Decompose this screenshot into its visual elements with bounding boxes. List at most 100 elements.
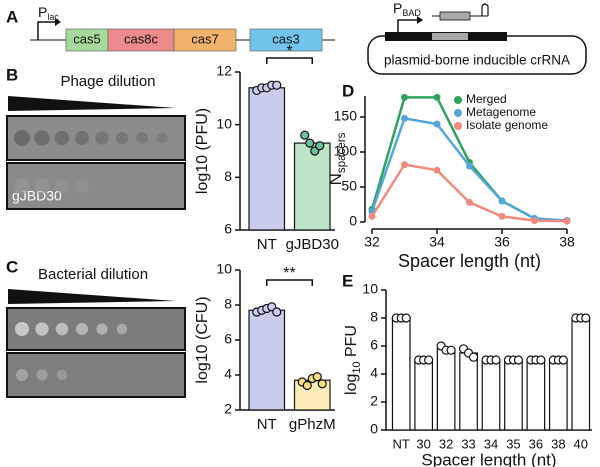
- y-tick-label: 10: [362, 281, 378, 297]
- arrow-head: [55, 18, 61, 26]
- gene-label: cas7: [191, 31, 218, 46]
- label-sub: 10: [351, 361, 363, 373]
- legend-label: Metagenome: [466, 105, 536, 119]
- y-tick-label: 6: [224, 221, 232, 237]
- plate-title: Bacterial dilution: [38, 266, 148, 283]
- x-tick-label: 40: [574, 436, 588, 451]
- promoter-main: P: [393, 0, 402, 16]
- data-point: [368, 212, 376, 220]
- y-tick-label: 8: [224, 296, 232, 312]
- bar: [571, 317, 591, 431]
- plate-spot: [115, 131, 129, 145]
- x-axis-label: Spacer length (nt): [421, 450, 556, 467]
- plate-spot: [75, 131, 89, 145]
- significance-label: *: [286, 43, 292, 60]
- data-point: [300, 130, 310, 140]
- data-point: [305, 138, 315, 148]
- bar: [526, 359, 546, 431]
- data-point: [401, 313, 411, 323]
- plate-spot: [116, 323, 128, 335]
- label-sub: spacers: [336, 132, 348, 173]
- plate-spot: [56, 369, 68, 381]
- data-point: [433, 120, 441, 128]
- plate-spot: [136, 132, 148, 144]
- data-point: [498, 197, 506, 205]
- gene-label: cas3: [272, 31, 299, 46]
- data-point: [433, 93, 441, 101]
- y-tick-label: 150: [334, 108, 358, 124]
- bar: [436, 348, 456, 431]
- panel-label: C: [6, 257, 18, 276]
- data-point: [581, 313, 591, 323]
- x-tick-label: NT: [393, 436, 410, 451]
- x-tick-label: 38: [559, 234, 575, 250]
- significance-label: **: [283, 265, 295, 282]
- plasmid-label: plasmid-borne inducible crRNA: [384, 53, 570, 68]
- plate-spot: [34, 178, 50, 194]
- data-point: [468, 352, 479, 362]
- plate-spot: [75, 179, 89, 193]
- plate-spot: [15, 322, 29, 336]
- axis-label: Nspacers: [326, 132, 348, 185]
- x-tick-label: NT: [257, 416, 277, 433]
- dilution-wedge: [8, 96, 176, 111]
- promoter-arrow: [397, 19, 420, 32]
- axis-label: log10 (PFU): [194, 108, 211, 194]
- crrna-box: [439, 11, 471, 21]
- y-tick-label: 4: [370, 365, 378, 381]
- label-tail: PFU: [343, 325, 360, 361]
- promoter-main: P: [38, 4, 47, 20]
- y-tick-label: 8: [370, 309, 378, 325]
- plate-image: [6, 307, 186, 351]
- legend-marker: [454, 122, 462, 130]
- plate-spot: [54, 130, 70, 146]
- y-tick-label: 12: [216, 63, 232, 79]
- y-tick-label: 6: [370, 337, 378, 353]
- x-tick-label: 35: [506, 436, 520, 451]
- plate-spot: [96, 323, 108, 335]
- data-point: [401, 161, 408, 169]
- x-tick-label: NT: [257, 236, 277, 253]
- plate-spot: [14, 130, 30, 146]
- bar: [391, 317, 411, 431]
- plate-spot: [34, 130, 50, 146]
- data-point: [312, 372, 322, 382]
- label-main: log: [343, 374, 360, 395]
- plate-spot: [16, 369, 28, 381]
- bar: [504, 359, 523, 431]
- x-tick-label: 34: [429, 234, 445, 250]
- x-tick-label: gJBD30: [286, 236, 339, 253]
- plate-spot: [54, 178, 70, 194]
- plate-spot: [156, 132, 168, 144]
- dilution-wedge: [8, 289, 176, 304]
- gene-box: [173, 28, 237, 52]
- gene-box: [249, 28, 323, 52]
- data-point: [531, 217, 538, 225]
- y-tick-label: 100: [334, 143, 358, 159]
- data-point: [558, 355, 568, 365]
- y-tick-label: 10: [216, 261, 232, 277]
- label-main: N: [326, 173, 345, 185]
- x-tick-label: gPhzM: [289, 416, 336, 433]
- data-point: [424, 355, 434, 365]
- plate-spot: [76, 323, 88, 335]
- plate-title: Phage dilution: [60, 73, 155, 90]
- legend-label: Merged: [466, 92, 507, 106]
- y-tick-label: 4: [224, 366, 232, 382]
- data-point: [272, 307, 282, 317]
- bar: [293, 142, 331, 231]
- x-tick-label: 36: [529, 436, 543, 451]
- promoter-label: PBAD: [393, 0, 421, 18]
- bar: [481, 359, 501, 431]
- data-point: [302, 380, 312, 391]
- data-point: [401, 93, 408, 101]
- axis-label: log10 (CFU): [194, 296, 211, 383]
- gene-label: cas5: [73, 31, 100, 46]
- bar: [414, 359, 434, 431]
- data-point: [315, 141, 325, 151]
- y-tick-label: 50: [341, 178, 357, 194]
- x-tick-label: 30: [416, 436, 430, 451]
- axis-label: log10 PFU: [343, 325, 363, 395]
